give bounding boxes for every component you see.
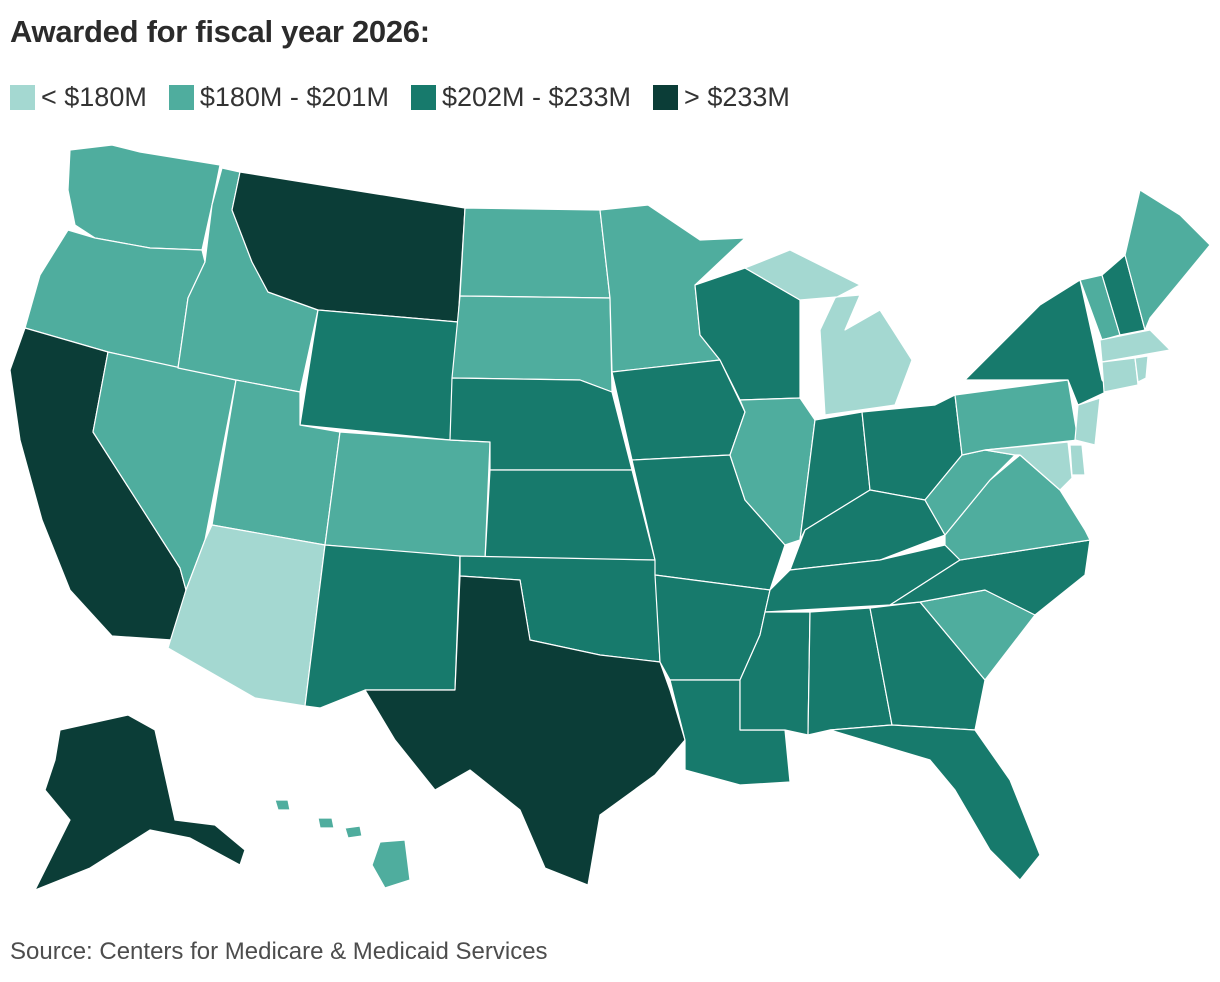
state-CO[interactable] <box>324 431 491 561</box>
state-SD[interactable] <box>451 295 613 393</box>
state-MI[interactable] <box>744 249 913 416</box>
state-NM[interactable] <box>304 544 461 709</box>
legend-item-lt-180m: < $180M <box>10 82 147 113</box>
state-HI[interactable] <box>274 799 411 889</box>
legend: < $180M $180M - $201M $202M - $233M > $2… <box>10 82 790 113</box>
state-WY[interactable] <box>299 309 459 441</box>
state-NJ[interactable] <box>1074 397 1101 446</box>
state-ME[interactable] <box>1124 189 1211 331</box>
state-IL[interactable] <box>729 397 816 546</box>
us-choropleth-map <box>0 130 1220 910</box>
legend-label-lt-180m: < $180M <box>41 82 147 112</box>
legend-label-202m-233m: $202M - $233M <box>441 82 632 112</box>
state-KS[interactable] <box>484 469 656 561</box>
legend-swatch-180m-201m <box>168 85 194 110</box>
state-RI[interactable] <box>1134 355 1149 383</box>
state-MS[interactable] <box>739 611 811 736</box>
state-MD[interactable] <box>984 441 1073 491</box>
state-IA[interactable] <box>611 359 746 461</box>
legend-swatch-202m-233m <box>410 85 436 110</box>
legend-item-180m-201m: $180M - $201M <box>168 82 389 113</box>
legend-swatch-lt-180m <box>10 85 35 110</box>
state-MA[interactable] <box>1099 329 1171 363</box>
legend-swatch-gt-233m <box>653 85 679 110</box>
source-note: Source: Centers for Medicare & Medicaid … <box>10 938 548 965</box>
legend-label-180m-201m: $180M - $201M <box>199 82 389 112</box>
state-FL[interactable] <box>829 724 1041 881</box>
state-WA[interactable] <box>67 144 221 251</box>
legend-item-gt-233m: > $233M <box>653 82 790 113</box>
legend-item-202m-233m: $202M - $233M <box>410 82 632 113</box>
state-ND[interactable] <box>459 207 611 299</box>
legend-label-gt-233m: > $233M <box>684 82 790 112</box>
state-TX[interactable] <box>364 575 686 886</box>
state-DE[interactable] <box>1069 444 1086 476</box>
map-title: Awarded for fiscal year 2026: <box>10 14 430 49</box>
state-CT[interactable] <box>1101 357 1139 393</box>
map-svg <box>9 144 1211 891</box>
state-AK[interactable] <box>34 714 246 891</box>
